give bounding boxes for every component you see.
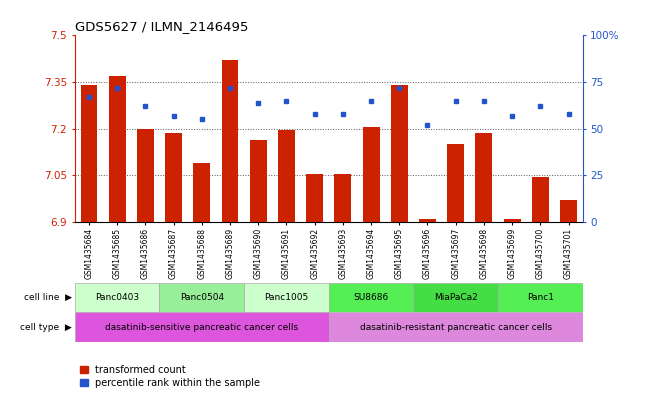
Text: Panc1: Panc1	[527, 293, 554, 302]
Legend: transformed count, percentile rank within the sample: transformed count, percentile rank withi…	[79, 365, 260, 388]
Bar	[413, 283, 498, 312]
Bar	[159, 283, 244, 312]
Bar	[75, 312, 329, 342]
Bar	[250, 140, 267, 222]
Bar	[244, 283, 329, 312]
Bar	[278, 130, 295, 222]
Bar	[81, 85, 98, 222]
Bar	[109, 76, 126, 222]
Text: MiaPaCa2: MiaPaCa2	[434, 293, 478, 302]
Bar	[391, 85, 408, 222]
Bar	[447, 144, 464, 222]
Text: GDS5627 / ILMN_2146495: GDS5627 / ILMN_2146495	[75, 20, 248, 33]
Text: Panc0504: Panc0504	[180, 293, 224, 302]
Bar	[532, 177, 549, 222]
Bar	[363, 127, 380, 222]
Text: dasatinib-resistant pancreatic cancer cells: dasatinib-resistant pancreatic cancer ce…	[359, 323, 552, 332]
Bar	[75, 283, 159, 312]
Bar	[335, 174, 352, 222]
Bar	[306, 174, 323, 222]
Text: dasatinib-sensitive pancreatic cancer cells: dasatinib-sensitive pancreatic cancer ce…	[105, 323, 298, 332]
Text: SU8686: SU8686	[353, 293, 389, 302]
Bar	[329, 312, 583, 342]
Bar	[165, 133, 182, 222]
Text: cell line  ▶: cell line ▶	[23, 293, 72, 302]
Bar	[560, 200, 577, 222]
Bar	[221, 60, 238, 222]
Bar	[419, 219, 436, 222]
Bar	[504, 219, 521, 222]
Bar	[498, 283, 583, 312]
Bar	[475, 133, 492, 222]
Bar	[329, 283, 413, 312]
Bar	[193, 163, 210, 222]
Text: Panc0403: Panc0403	[95, 293, 139, 302]
Text: Panc1005: Panc1005	[264, 293, 309, 302]
Bar	[137, 129, 154, 222]
Text: cell type  ▶: cell type ▶	[20, 323, 72, 332]
